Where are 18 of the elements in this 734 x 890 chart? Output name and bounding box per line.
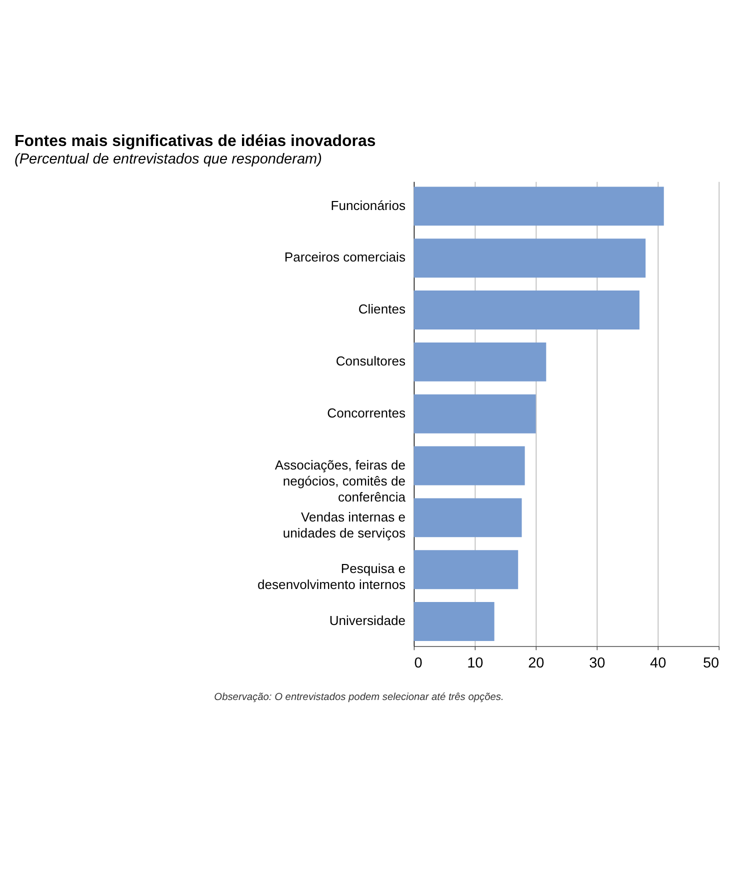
x-tick-label: 20 (528, 656, 544, 672)
y-tick-label: Concorrentes (327, 405, 406, 420)
x-tick-label: 10 (467, 656, 484, 672)
y-tick-label: Universidade (329, 613, 406, 628)
y-tick-label: Parceiros comerciais (284, 250, 406, 265)
y-tick-label: Associações, feiras de negócios, comitês de conferência (274, 457, 406, 504)
y-tick-label: Clientes (358, 302, 406, 317)
x-tick-label: 50 (702, 656, 720, 672)
y-tick-label: Consultores (336, 354, 406, 369)
x-tick-label: 30 (589, 656, 606, 672)
text: Fontes mais significativas de idéias inovadoras (14, 132, 376, 150)
y-tick-label: Vendas internas e unidades de serviços (282, 509, 406, 540)
y-tick-label: Pesquisa e desenvolvimento internos (258, 561, 406, 592)
x-tick-label: 40 (650, 656, 666, 672)
y-tick-label: Funcionários (330, 198, 406, 213)
text: (Percentual de entrevistados que responderam) (14, 151, 322, 168)
text: Observação: O entrevistados podem selecionar até três opções. (214, 692, 504, 703)
x-tick-label: 0 (414, 656, 422, 672)
